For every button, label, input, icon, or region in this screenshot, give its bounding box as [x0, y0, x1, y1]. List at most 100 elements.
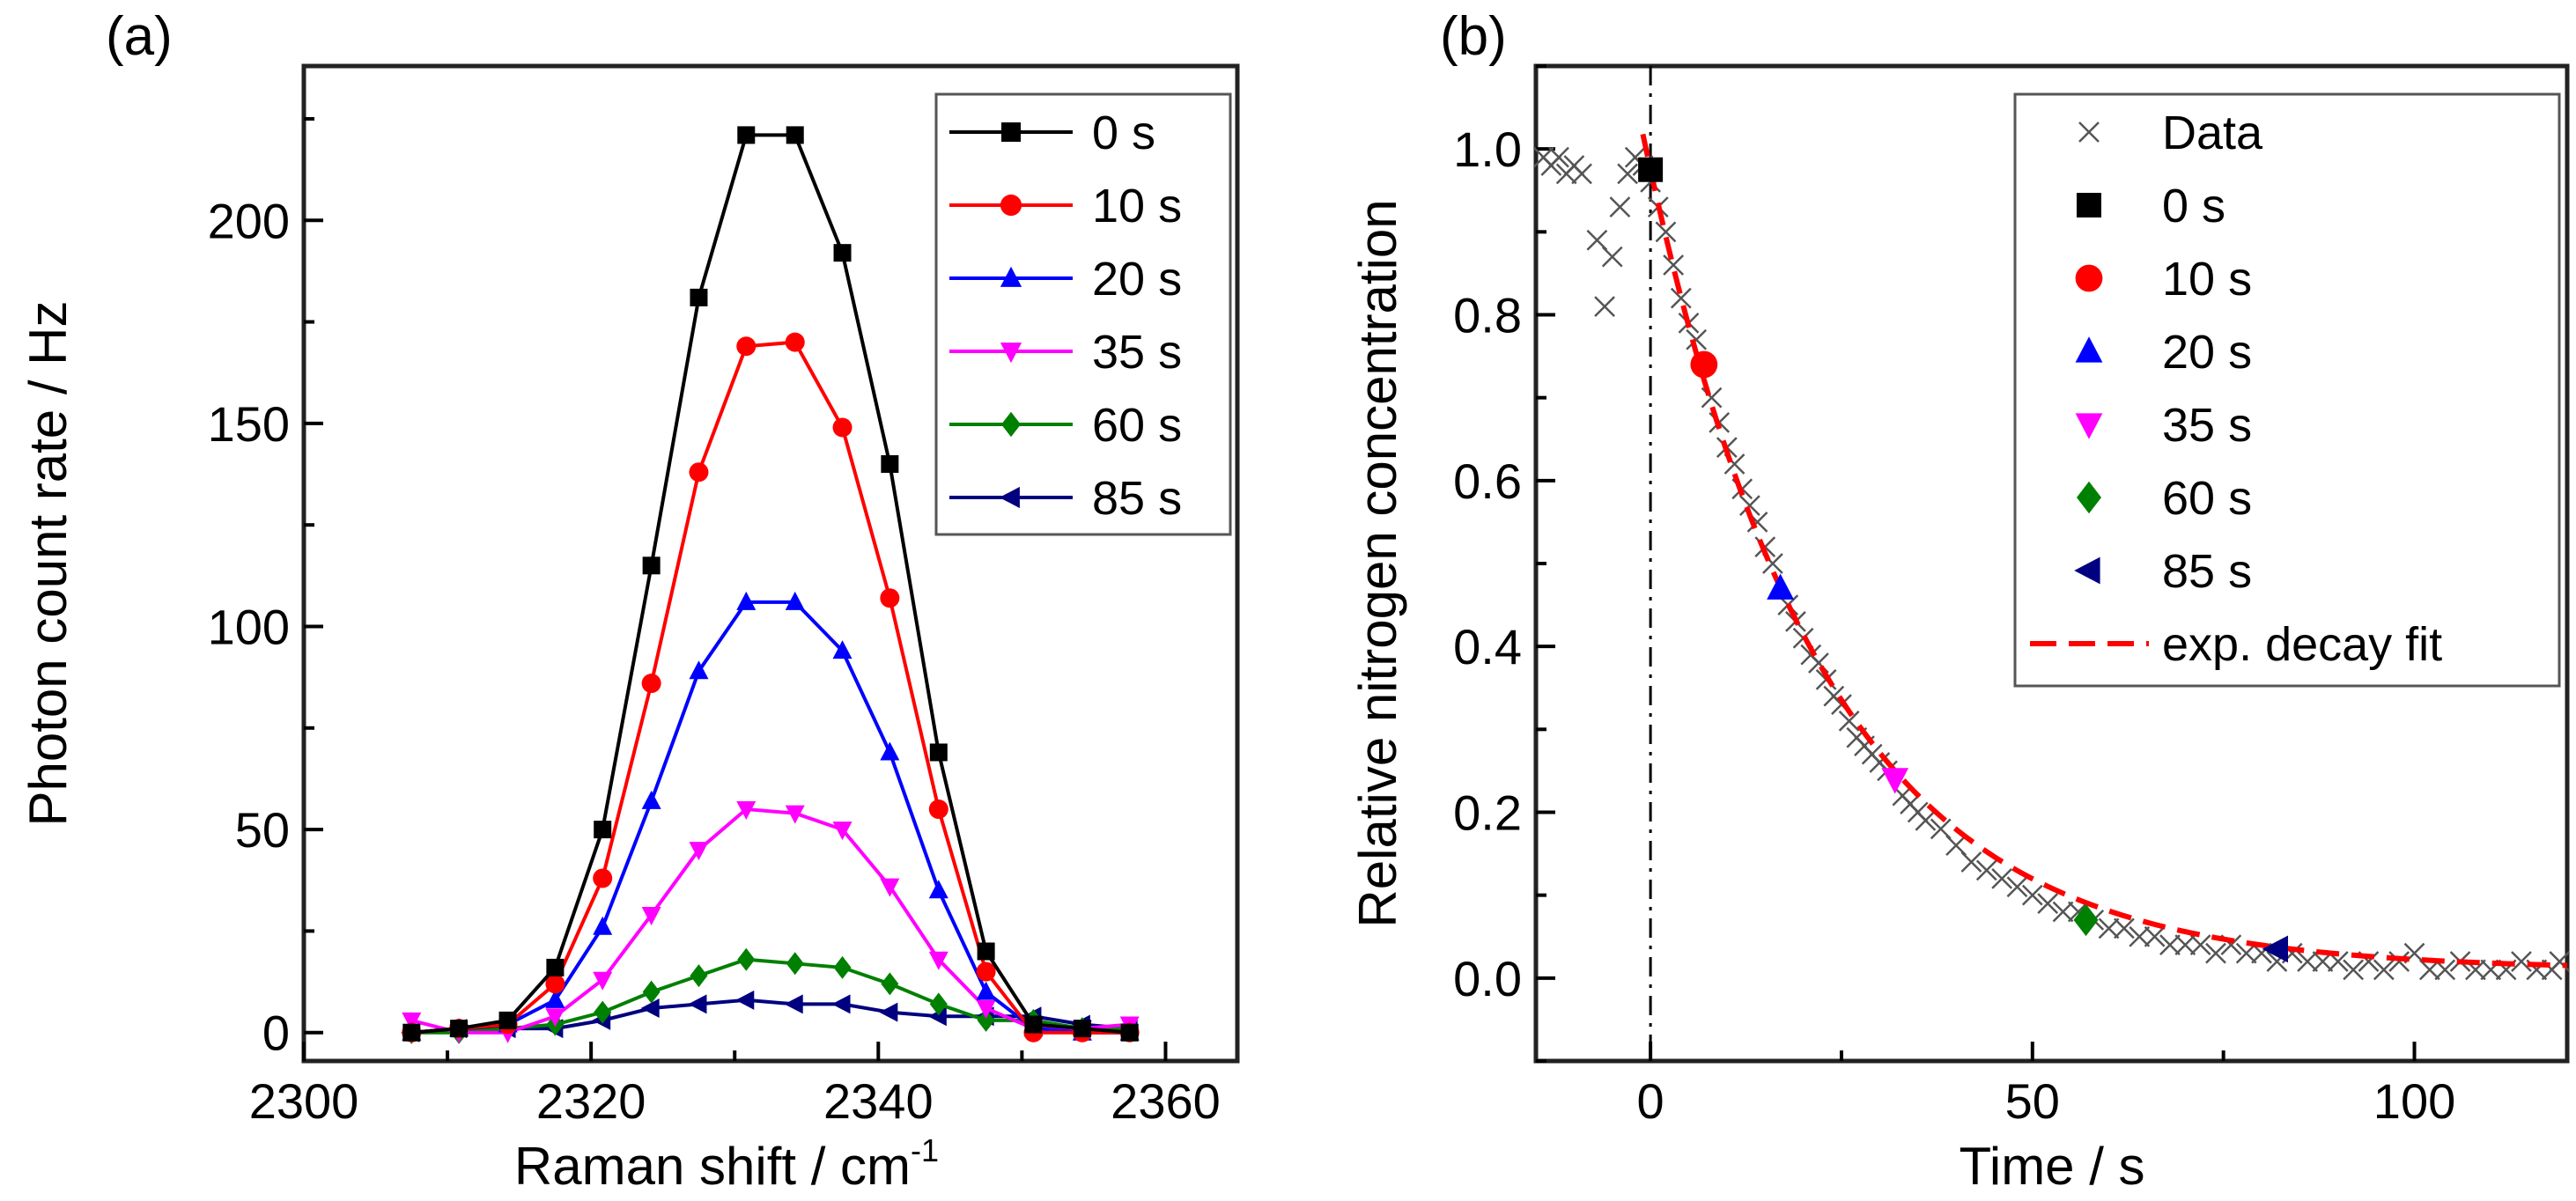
data-point: [2343, 959, 2365, 981]
y-tick-label: 0.4: [1453, 619, 1522, 674]
y-tick-label: 200: [208, 193, 290, 248]
y-tick-label: 0.0: [1453, 951, 1522, 1006]
data-point: [689, 842, 709, 861]
x-axis-title-a-text: Raman shift / cm: [514, 1137, 911, 1196]
plot-frame: [301, 63, 1240, 1064]
legend-marker: [1001, 411, 1021, 438]
legend-item: 35 s: [949, 326, 1182, 379]
data-point: [2144, 925, 2166, 947]
legend-b: Data 0 s 10 s 20 s 35 s 60 s 85 s exp. decay fi…: [2013, 92, 2561, 688]
legend-label: 60 s: [1092, 399, 1182, 452]
data-point: [689, 660, 709, 680]
legend-a: 0 s 10 s 20 s 35 s 60 s 85 s: [934, 92, 1232, 536]
panel-a-raman-spectra: 2300 2320 2340 2360 0 50 100 150 200 0 s 10 s 20 s 3…: [208, 63, 1240, 1129]
legend-item: 60 s: [949, 399, 1182, 452]
data-point: [928, 799, 948, 820]
series-35s: [402, 801, 1140, 1043]
series-line: [411, 340, 1130, 1035]
data-point: [402, 1023, 421, 1042]
legend-label: 20 s: [1092, 253, 1182, 306]
legend-item: 10 s: [949, 180, 1182, 232]
legend-marker: [2075, 336, 2103, 363]
y-tick-label: 0.8: [1453, 288, 1522, 343]
data-point: [690, 288, 708, 306]
data-point: [498, 1011, 517, 1029]
legend-item: 10 s: [2075, 253, 2252, 306]
data-point: [593, 868, 613, 888]
time-marker-10s: [1690, 350, 1718, 379]
legend-item: exp. decay fit: [2030, 618, 2442, 671]
data-point: [642, 980, 661, 1004]
data-point: [593, 971, 613, 991]
data-point: [736, 336, 757, 357]
data-point: [1548, 146, 1569, 168]
data-point: [976, 1000, 996, 1020]
plot-area: [401, 126, 1140, 1044]
data-point: [928, 951, 948, 970]
data-point: [1663, 254, 1685, 276]
data-point: [545, 989, 565, 1008]
data-point: [976, 962, 996, 982]
data-point: [1838, 711, 1860, 732]
time-marker-20s: [1767, 573, 1794, 600]
data-point: [593, 916, 613, 935]
x-tick-label: 50: [2005, 1073, 2060, 1129]
data-point: [2114, 917, 2135, 939]
y-tick-label: 0.2: [1453, 785, 1522, 841]
data-point: [2373, 959, 2395, 981]
data-point: [832, 640, 853, 659]
data-point: [737, 947, 756, 971]
data-point: [2037, 893, 2059, 914]
data-point: [546, 958, 565, 976]
legend-item: 85 s: [949, 472, 1182, 525]
x-axis-title-a: Raman shift / cm-1: [514, 1132, 939, 1196]
data-point: [2159, 934, 2181, 956]
time-marker-0s: [1638, 157, 1664, 182]
legend-marker: [1000, 343, 1022, 364]
panel-b-decay: 0 50 100 0.0 0.2 0.4 0.6 0.8 1.0 Data 0 s 10 s 20 s 3…: [1453, 63, 2571, 1129]
legend-label: 10 s: [1092, 180, 1182, 232]
data-point: [977, 1008, 995, 1032]
legend-label: exp. decay fit: [2162, 618, 2442, 671]
legend-marker: [2075, 413, 2103, 439]
data-point: [2388, 951, 2410, 972]
data-point: [785, 332, 805, 352]
data-point: [929, 743, 948, 762]
y-tick-label: 0.6: [1453, 453, 1522, 509]
data-point: [2189, 934, 2211, 956]
data-point: [785, 805, 805, 824]
time-marker-35s: [1881, 768, 1909, 794]
data-point: [690, 964, 708, 988]
y-axis-title-a: Photon count rate / Hz: [18, 300, 78, 826]
x-tick-label: 2320: [536, 1073, 646, 1129]
data-point: [833, 955, 852, 979]
time-marker-60s: [2073, 903, 2099, 937]
data-point: [2511, 951, 2532, 972]
legend-label: 20 s: [2162, 326, 2252, 379]
data-point: [1120, 1023, 1139, 1042]
y-tick-label: 150: [208, 396, 290, 452]
data-point: [545, 974, 565, 994]
x-tick-label: 2340: [823, 1073, 934, 1129]
legend-label: 85 s: [2162, 545, 2252, 598]
data-point: [1686, 328, 1708, 350]
data-point: [928, 880, 948, 899]
legend-marker: [1000, 194, 1022, 217]
data-point: [1655, 221, 1677, 243]
y-axis-title-b: Relative nitrogen concentration: [1348, 199, 1407, 927]
data-point: [927, 1006, 947, 1027]
x-tick-label: 2360: [1111, 1073, 1221, 1129]
legend-item: 35 s: [2075, 399, 2252, 452]
legend-frame: [2013, 92, 2561, 688]
data-point: [880, 741, 900, 761]
data-point: [1024, 1015, 1043, 1034]
data-point: [785, 591, 805, 610]
data-point: [2006, 876, 2028, 898]
legend-marker: [2074, 556, 2100, 585]
data-point: [880, 588, 900, 608]
data-point: [594, 821, 612, 839]
legend-label: 35 s: [2162, 399, 2252, 452]
legend-label: 0 s: [1092, 107, 1155, 159]
legend-marker: [2077, 193, 2101, 217]
